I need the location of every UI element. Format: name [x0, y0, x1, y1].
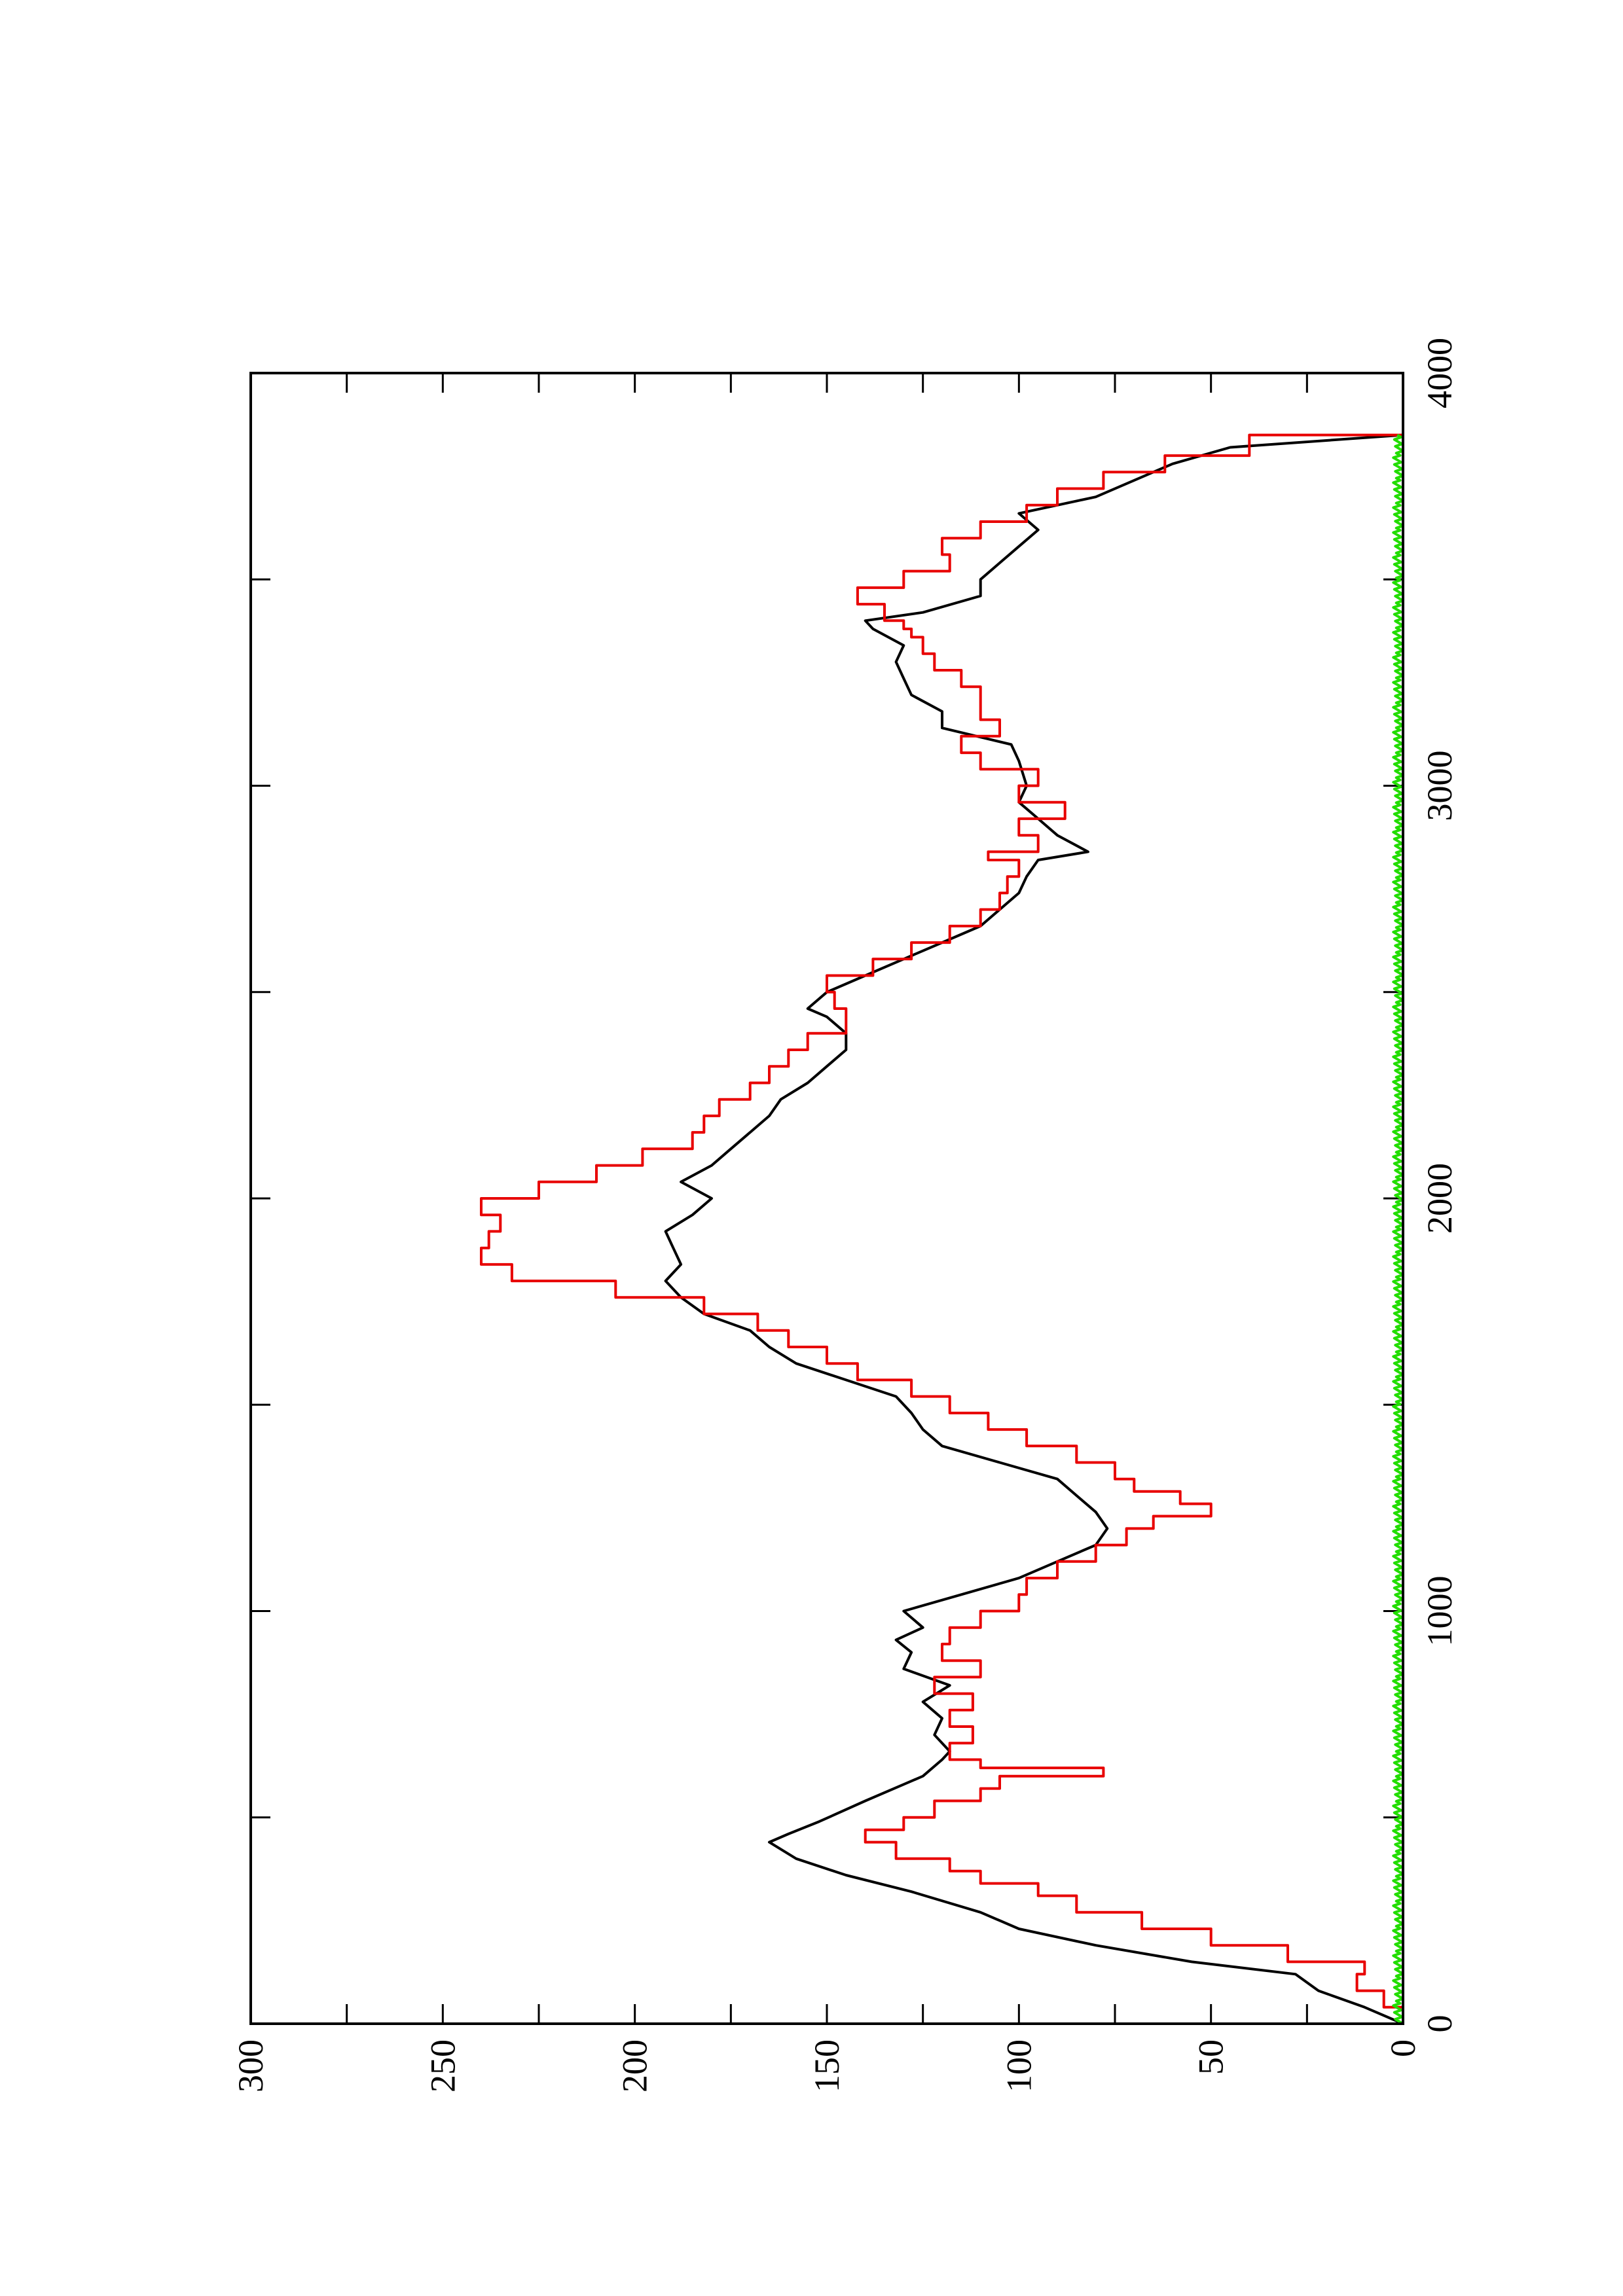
x-tick-label: 0 — [1420, 2015, 1459, 2033]
y-tick-label: 150 — [807, 2039, 847, 2092]
axis-ticks — [249, 372, 1404, 2025]
x-tick-label: 4000 — [1420, 338, 1459, 408]
y-tick-label: 300 — [231, 2039, 270, 2092]
tick-labels: 0 1000 2000 3000 4000 0 50 100 150 200 250 300 — [231, 338, 1459, 2092]
y-tick-label: 100 — [999, 2039, 1038, 2092]
plot-frame — [249, 372, 1404, 2025]
y-tick-label: 250 — [423, 2039, 462, 2092]
y-tick-label: 0 — [1383, 2039, 1423, 2057]
series-2-line — [480, 433, 1404, 2024]
x-tick-label: 3000 — [1420, 751, 1459, 821]
x-tick-label: 1000 — [1420, 1576, 1459, 1647]
y-tick-label: 50 — [1192, 2039, 1231, 2075]
y-tick-label: 200 — [615, 2039, 655, 2092]
x-tick-label: 2000 — [1420, 1163, 1459, 1234]
series-1-line — [664, 433, 1404, 2025]
